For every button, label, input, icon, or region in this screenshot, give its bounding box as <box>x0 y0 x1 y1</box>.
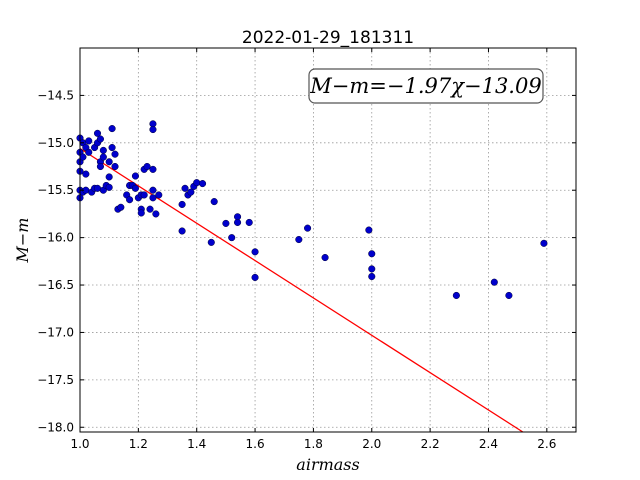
y-tick-label: −17.0 <box>37 325 74 339</box>
y-tick-label: −14.5 <box>37 88 74 102</box>
data-point <box>304 224 312 232</box>
y-tick-label: −15.0 <box>37 136 74 150</box>
data-point <box>149 125 157 134</box>
axis-ticks: 1.0 1.2 1.4 1.6 1.8 2.0 2.2 2.4 2.6 −14.5 −15.0 −15… <box>37 48 576 451</box>
x-tick-label: 2.4 <box>479 437 498 451</box>
data-point <box>490 278 498 286</box>
data-point <box>137 209 145 217</box>
data-point <box>187 188 195 196</box>
data-point <box>108 144 116 152</box>
data-point <box>505 291 513 300</box>
data-point <box>207 238 215 246</box>
data-point <box>149 165 157 173</box>
y-tick-label: −16.5 <box>37 278 74 292</box>
data-point <box>251 248 259 256</box>
data-point <box>152 210 160 218</box>
data-point <box>93 129 102 137</box>
data-point <box>178 227 186 235</box>
data-point <box>321 253 329 262</box>
data-point <box>368 272 376 281</box>
annotation-frame <box>308 68 544 104</box>
data-point <box>178 200 186 208</box>
x-axis-label: airmass <box>296 455 359 474</box>
data-point <box>149 194 157 202</box>
data-points <box>76 120 548 300</box>
data-point <box>85 137 93 145</box>
data-point <box>222 219 230 227</box>
data-point <box>108 125 116 133</box>
data-point <box>251 273 259 282</box>
data-point <box>181 184 189 192</box>
data-point <box>368 265 376 273</box>
x-tick-label: 1.2 <box>129 437 148 451</box>
grid-lines <box>80 48 576 432</box>
fit-equation: M−m=−1.97χ−13.09 <box>309 74 541 98</box>
data-point <box>99 146 107 154</box>
data-point <box>295 235 303 244</box>
y-tick-label: −15.5 <box>37 183 74 197</box>
x-tick-label: 2.2 <box>421 437 440 451</box>
data-point <box>96 162 104 171</box>
data-point <box>365 226 373 234</box>
data-point <box>117 203 125 211</box>
data-point <box>234 218 242 227</box>
data-point <box>96 135 104 143</box>
data-point <box>452 291 460 300</box>
data-point <box>105 158 113 166</box>
x-tick-label: 1.8 <box>304 437 323 451</box>
x-tick-label: 2.6 <box>537 437 556 451</box>
data-point <box>149 186 157 194</box>
data-point <box>155 191 163 199</box>
data-point <box>111 150 119 158</box>
y-axis-label: M−m <box>13 218 32 264</box>
data-point <box>228 234 236 242</box>
data-point <box>245 218 253 227</box>
data-point <box>82 170 90 178</box>
data-point <box>193 179 201 187</box>
x-tick-label: 1.6 <box>246 437 265 451</box>
data-point <box>198 180 207 188</box>
data-point <box>143 162 151 171</box>
y-tick-label: −17.5 <box>37 373 74 387</box>
chart-title: 2022-01-29_181311 <box>242 28 414 48</box>
x-tick-label: 1.0 <box>70 437 89 451</box>
data-point <box>111 162 119 171</box>
x-tick-label: 1.4 <box>187 437 206 451</box>
data-point <box>540 239 548 247</box>
data-point <box>105 183 113 191</box>
fit-line-group <box>79 147 524 433</box>
y-tick-label: −18.0 <box>37 420 74 434</box>
data-point <box>126 196 134 204</box>
data-point <box>85 148 93 156</box>
x-tick-label: 2.0 <box>362 437 381 451</box>
data-point <box>99 153 107 161</box>
data-point <box>131 184 139 192</box>
fit-line <box>79 147 524 433</box>
data-point <box>210 198 218 206</box>
y-tick-label: −16.0 <box>37 231 74 245</box>
data-point <box>368 250 376 258</box>
plot-frame <box>79 47 577 433</box>
annotation-box: M−m=−1.97χ−13.09 <box>308 68 544 104</box>
data-point <box>140 191 148 199</box>
data-point <box>79 153 87 161</box>
data-point <box>131 172 139 180</box>
data-point <box>105 173 113 181</box>
data-point <box>146 205 154 213</box>
